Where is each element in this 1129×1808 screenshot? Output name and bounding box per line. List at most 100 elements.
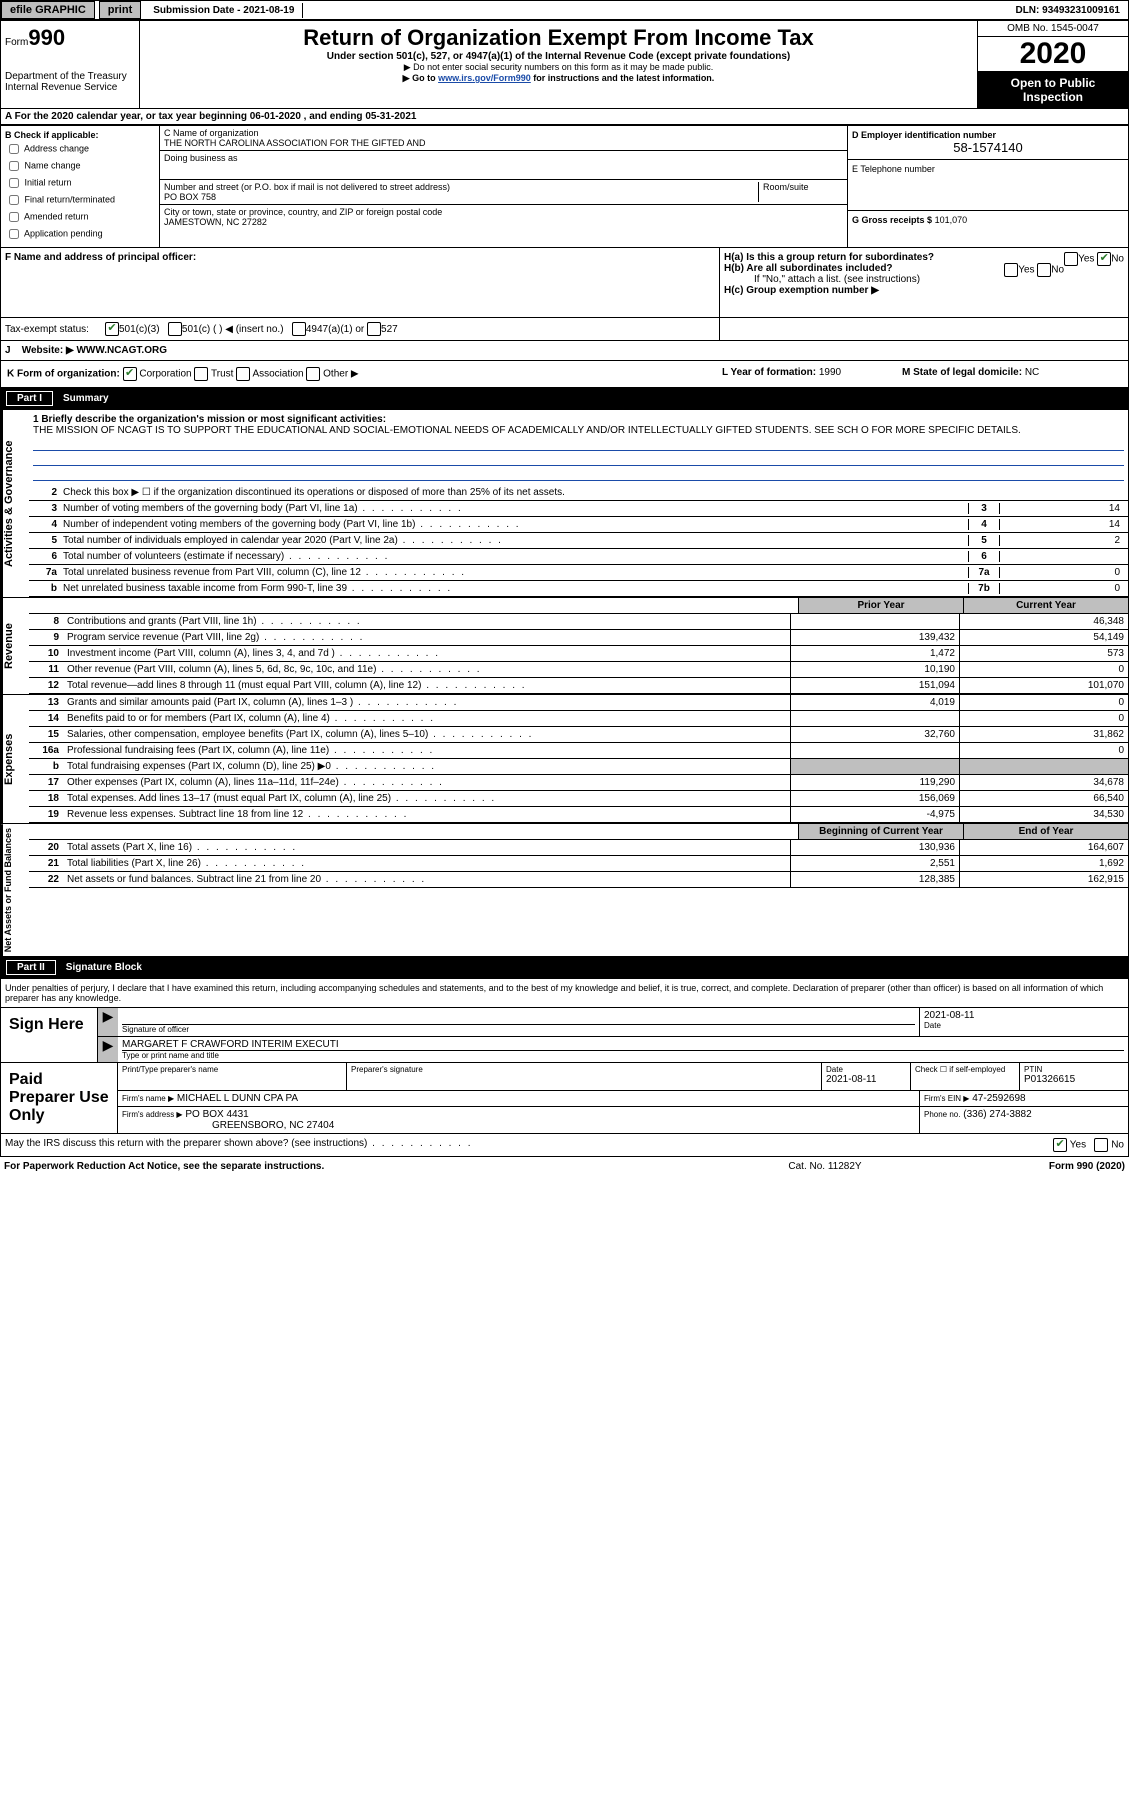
signature-block: Under penalties of perjury, I declare th… [0, 978, 1129, 1063]
governance-section: Activities & Governance 1 Briefly descri… [0, 409, 1129, 598]
top-bar: efile GRAPHIC print Submission Date - 20… [0, 0, 1129, 20]
fin-line-13: 13Grants and similar amounts paid (Part … [29, 695, 1128, 711]
check-initial[interactable]: Initial return [5, 175, 155, 191]
check-final[interactable]: Final return/terminated [5, 192, 155, 208]
tax-year: 2020 [978, 37, 1128, 72]
vtab-revenue: Revenue [1, 598, 29, 694]
part2-header: Part II Signature Block [0, 957, 1129, 978]
ha-yes[interactable] [1064, 252, 1078, 266]
paperwork-notice: For Paperwork Reduction Act Notice, see … [4, 1161, 725, 1172]
line5-val: 2 [999, 535, 1124, 546]
check-address[interactable]: Address change [5, 141, 155, 157]
ein: 58-1574140 [852, 140, 1124, 155]
discuss-yes[interactable] [1053, 1138, 1067, 1152]
firm-phone: (336) 274-3882 [963, 1109, 1031, 1120]
line4-val: 14 [999, 519, 1124, 530]
vtab-netassets: Net Assets or Fund Balances [1, 824, 29, 956]
check-other[interactable] [306, 367, 320, 381]
firm-name: MICHAEL L DUNN CPA PA [177, 1093, 298, 1104]
fin-line-18: 18Total expenses. Add lines 13–17 (must … [29, 791, 1128, 807]
check-501c3[interactable] [105, 322, 119, 336]
part1-header: Part I Summary [0, 388, 1129, 409]
vtab-governance: Activities & Governance [1, 410, 29, 597]
omb-number: OMB No. 1545-0047 [978, 21, 1128, 37]
dba-label: Doing business as [164, 153, 843, 163]
website-row: J Website: ▶ WWW.NCAGT.ORG [0, 341, 1129, 361]
vtab-expenses: Expenses [1, 695, 29, 823]
check-corp[interactable] [123, 367, 137, 381]
end-year-header: End of Year [963, 824, 1128, 839]
officer-name: MARGARET F CRAWFORD INTERIM EXECUTI [122, 1039, 1124, 1051]
form-subtitle-2: ▶ Do not enter social security numbers o… [144, 62, 973, 73]
sign-here-label: Sign Here [1, 1008, 97, 1062]
current-year-header: Current Year [963, 598, 1128, 613]
hb-no[interactable] [1037, 263, 1051, 277]
form-version: Form 990 (2020) [925, 1161, 1125, 1172]
org-name-label: C Name of organization [164, 128, 843, 138]
check-assoc[interactable] [236, 367, 250, 381]
footer: For Paperwork Reduction Act Notice, see … [0, 1157, 1129, 1176]
fin-line-20: 20Total assets (Part X, line 16)130,9361… [29, 840, 1128, 856]
sign-arrow-icon: ▶ [98, 1008, 118, 1036]
firm-ein: 47-2592698 [972, 1093, 1025, 1104]
line5: Total number of individuals employed in … [63, 535, 968, 546]
fin-line-11: 11Other revenue (Part VIII, column (A), … [29, 662, 1128, 678]
sign-arrow-icon-2: ▶ [98, 1037, 118, 1062]
hc-row: H(c) Group exemption number ▶ [724, 285, 1124, 296]
col-b: B Check if applicable: Address change Na… [1, 126, 160, 247]
check-name[interactable]: Name change [5, 158, 155, 174]
row-fh: F Name and address of principal officer:… [0, 248, 1129, 318]
ha-row: H(a) Is this a group return for subordin… [724, 252, 1124, 263]
dln: DLN: 93493231009161 [1007, 3, 1128, 18]
fin-line-9: 9Program service revenue (Part VIII, lin… [29, 630, 1128, 646]
form-number: Form990 [5, 25, 135, 51]
state-domicile: NC [1025, 367, 1039, 378]
ha-no[interactable] [1097, 252, 1111, 266]
check-527[interactable] [367, 322, 381, 336]
prep-date: 2021-08-11 [826, 1074, 906, 1085]
check-pending[interactable]: Application pending [5, 226, 155, 242]
revenue-section: Revenue Prior Year Current Year 8Contrib… [0, 598, 1129, 695]
check-501c[interactable] [168, 322, 182, 336]
line3: Number of voting members of the governin… [63, 503, 968, 514]
hb-yes[interactable] [1004, 263, 1018, 277]
ein-label: D Employer identification number [852, 130, 1124, 140]
fin-line-22: 22Net assets or fund balances. Subtract … [29, 872, 1128, 888]
fin-line-21: 21Total liabilities (Part X, line 26)2,5… [29, 856, 1128, 872]
fin-line-19: 19Revenue less expenses. Subtract line 1… [29, 807, 1128, 823]
org-name: THE NORTH CAROLINA ASSOCIATION FOR THE G… [164, 138, 843, 148]
hb-row: H(b) Are all subordinates included? Yes … [724, 263, 1124, 274]
line6-val [999, 551, 1124, 562]
officer-name-label: Type or print name and title [122, 1051, 1124, 1060]
ptin: P01326615 [1024, 1074, 1124, 1085]
line3-val: 14 [999, 503, 1124, 514]
line7b-val: 0 [999, 583, 1124, 594]
irs-link[interactable]: www.irs.gov/Form990 [438, 73, 531, 83]
check-trust[interactable] [194, 367, 208, 381]
website-url: WWW.NCAGT.ORG [76, 345, 167, 356]
sign-date: 2021-08-11 [924, 1010, 1124, 1021]
netassets-section: Net Assets or Fund Balances Beginning of… [0, 824, 1129, 957]
mission-label: 1 Briefly describe the organization's mi… [33, 414, 386, 425]
form-subtitle-3: ▶ Go to www.irs.gov/Form990 for instruct… [144, 73, 973, 84]
street: PO BOX 758 [164, 192, 758, 202]
tax-exempt-label: Tax-exempt status: [5, 324, 105, 335]
fin-line-14: 14Benefits paid to or for members (Part … [29, 711, 1128, 727]
line7a: Total unrelated business revenue from Pa… [63, 567, 968, 578]
paid-preparer-block: Paid Preparer Use Only Print/Type prepar… [0, 1063, 1129, 1134]
line6: Total number of volunteers (estimate if … [63, 551, 968, 562]
check-amended[interactable]: Amended return [5, 209, 155, 225]
mission-text: THE MISSION OF NCAGT IS TO SUPPORT THE E… [33, 425, 1021, 436]
gross-label: G Gross receipts $ [852, 215, 932, 225]
print-button[interactable]: print [99, 1, 141, 19]
principal-officer-label: F Name and address of principal officer: [5, 252, 196, 263]
begin-year-header: Beginning of Current Year [798, 824, 963, 839]
efile-button[interactable]: efile GRAPHIC [1, 1, 95, 19]
check-4947[interactable] [292, 322, 306, 336]
form-title: Return of Organization Exempt From Incom… [144, 25, 973, 51]
fin-line-17: 17Other expenses (Part IX, column (A), l… [29, 775, 1128, 791]
fin-line-8: 8Contributions and grants (Part VIII, li… [29, 614, 1128, 630]
cat-no: Cat. No. 11282Y [725, 1161, 925, 1172]
city: JAMESTOWN, NC 27282 [164, 217, 843, 227]
discuss-no[interactable] [1094, 1138, 1108, 1152]
